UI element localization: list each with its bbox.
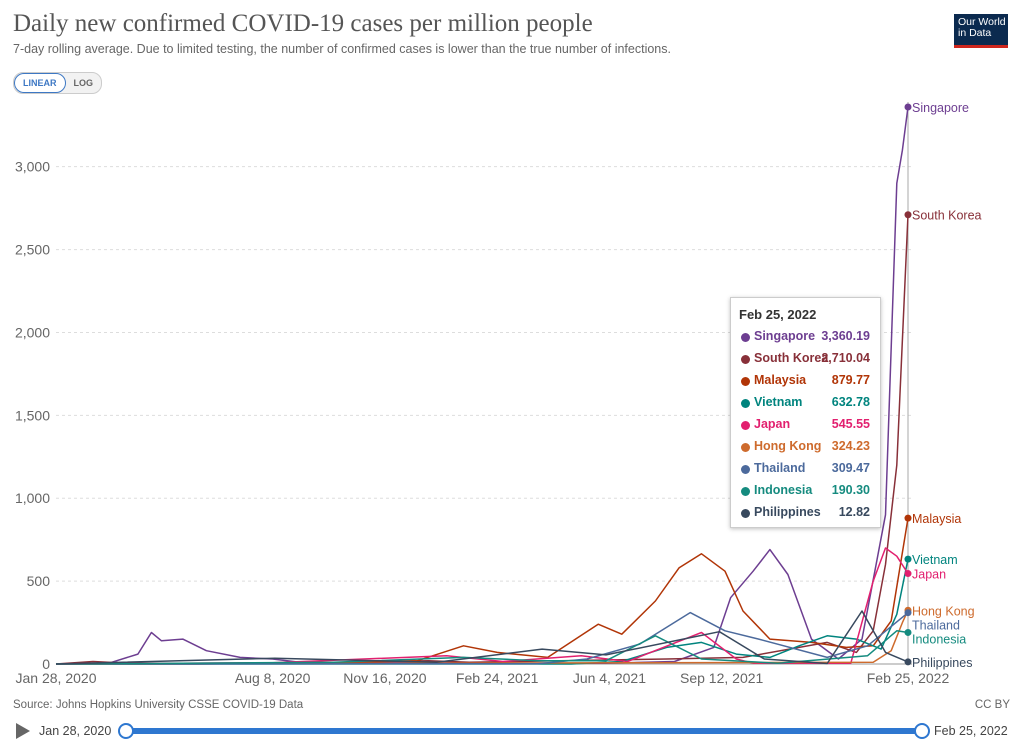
tooltip-country-name: South Korea (754, 351, 829, 365)
series-line-malaysia (56, 518, 909, 665)
series-line-hong-kong (55, 609, 909, 665)
tooltip-country-value: 324.23 (831, 439, 870, 453)
scale-toggle: LINEAR LOG (13, 72, 102, 94)
tooltip-dot-icon (741, 355, 750, 364)
series-end-marker-vietnam (904, 555, 912, 563)
series-end-marker-indonesia (904, 628, 912, 636)
tooltip-dot-icon (741, 443, 750, 452)
linear-button[interactable]: LINEAR (14, 73, 66, 93)
license-label[interactable]: CC BY (974, 699, 1010, 711)
tooltip-dot-icon (741, 509, 750, 518)
tooltip-country-name: Singapore (754, 329, 816, 343)
series-end-marker-singapore (904, 103, 912, 111)
tooltip-row: Malaysia 879.77 (739, 371, 876, 391)
tooltip-country-value: 3,360.19 (821, 329, 870, 343)
series-label-indonesia: Indonesia (912, 632, 966, 646)
series-end-marker-malaysia (904, 514, 912, 522)
x-tick-label: Jun 4, 2021 (573, 670, 646, 686)
log-button[interactable]: LOG (73, 78, 94, 88)
series-label-singapore: Singapore (912, 101, 969, 115)
series-label-malaysia: Malaysia (912, 512, 961, 526)
tooltip-country-value: 879.77 (831, 373, 870, 387)
series-end-marker-japan (904, 570, 912, 578)
timeline-track[interactable] (125, 728, 921, 734)
chart-subtitle: 7-day rolling average. Due to limited te… (13, 42, 671, 56)
series-label-hong-kong: Hong Kong (912, 604, 975, 618)
tooltip-dot-icon (741, 465, 750, 474)
series-line-vietnam (56, 558, 909, 665)
series-end-marker-thailand (904, 609, 912, 617)
tooltip-country-name: Vietnam (754, 395, 803, 409)
series-end-marker-philippines (904, 658, 912, 666)
tooltip-dot-icon (741, 399, 750, 408)
chart-tooltip: Feb 25, 2022 Singapore 3,360.19 South Kore… (730, 297, 881, 528)
y-tick-label: 3,000 (15, 159, 50, 175)
y-tick-label: 2,000 (15, 324, 50, 340)
series-line-singapore (55, 106, 909, 665)
tooltip-dot-icon (741, 421, 750, 430)
tooltip-country-value: 190.30 (831, 483, 870, 497)
tooltip-date: Feb 25, 2022 (739, 307, 817, 322)
x-tick-label: Aug 8, 2020 (235, 670, 311, 686)
owid-logo[interactable]: Our World in Data (954, 14, 1008, 48)
tooltip-row: Singapore 3,360.19 (739, 327, 876, 347)
tooltip-dot-icon (741, 487, 750, 496)
tooltip-country-name: Thailand (754, 461, 806, 475)
timeline-end-handle[interactable] (914, 723, 930, 739)
y-tick-label: 2,500 (15, 242, 50, 258)
logo-line1: Our World (958, 16, 1006, 28)
tooltip-row: Philippines 12.82 (739, 503, 876, 523)
line-chart[interactable]: 0 500 1,000 1,500 2,000 2,500 3,000 Jan 28, 202… (0, 0, 1024, 700)
tooltip-row: Japan 545.55 (739, 415, 876, 435)
tooltip-country-name: Malaysia (754, 373, 807, 387)
series-label-philippines: Philippines (912, 656, 972, 670)
tooltip-row: South Korea 2,710.04 (739, 349, 876, 369)
tooltip-row: Thailand 309.47 (739, 459, 876, 479)
tooltip-row: Indonesia 190.30 (739, 481, 876, 501)
tooltip-country-value: 545.55 (831, 417, 870, 431)
tooltip-row: Vietnam 632.78 (739, 393, 876, 413)
tooltip-country-value: 2,710.04 (821, 351, 870, 365)
tooltip-row: Hong Kong 324.23 (739, 437, 876, 457)
y-tick-label: 500 (27, 573, 51, 589)
x-tick-label: Jan 28, 2020 (16, 670, 97, 686)
source-note: Source: Johns Hopkins University CSSE CO… (13, 699, 304, 711)
play-icon[interactable] (16, 723, 30, 739)
tooltip-dot-icon (741, 377, 750, 386)
chart-title: Daily new confirmed COVID-19 cases per m… (13, 10, 593, 37)
tooltip-country-value: 12.82 (838, 505, 870, 519)
timeline-start-label: Jan 28, 2020 (39, 724, 112, 738)
series-end-marker-south-korea (904, 211, 912, 219)
series-label-japan: Japan (912, 568, 946, 582)
tooltip-country-name: Philippines (754, 505, 821, 519)
series-line-indonesia (55, 630, 909, 665)
logo-line2: in Data (958, 27, 992, 39)
tooltip-country-name: Indonesia (754, 483, 813, 497)
tooltip-country-value: 632.78 (831, 395, 870, 409)
timeline-start-handle[interactable] (118, 723, 134, 739)
y-tick-label: 1,000 (15, 490, 50, 506)
tooltip-country-name: Japan (754, 417, 791, 431)
series-label-south-korea: South Korea (912, 209, 982, 223)
series-line-japan (55, 547, 909, 665)
tooltip-country-name: Hong Kong (754, 439, 822, 453)
tooltip-country-value: 309.47 (831, 461, 870, 475)
timeline-end-label: Feb 25, 2022 (934, 724, 1008, 738)
x-tick-label: Feb 24, 2021 (456, 670, 539, 686)
y-tick-label: 0 (42, 656, 50, 672)
series-label-thailand: Thailand (912, 618, 960, 632)
series-line-philippines (55, 610, 909, 665)
x-tick-label: Feb 25, 2022 (867, 670, 950, 686)
x-tick-label: Nov 16, 2020 (343, 670, 426, 686)
y-tick-label: 1,500 (15, 407, 50, 423)
x-tick-label: Sep 12, 2021 (680, 670, 764, 686)
tooltip-dot-icon (741, 333, 750, 342)
series-label-vietnam: Vietnam (912, 553, 958, 567)
